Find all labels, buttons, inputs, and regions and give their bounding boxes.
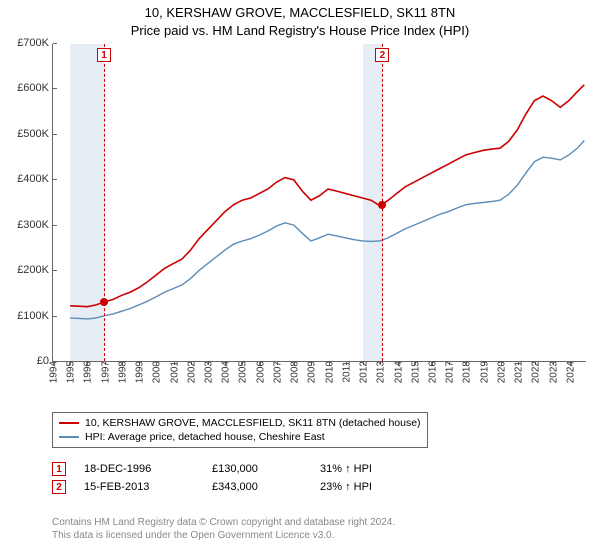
sales-row-price: £130,000 (212, 463, 302, 475)
sales-row-date: 15-FEB-2013 (84, 481, 194, 493)
legend-label: HPI: Average price, detached house, Ches… (85, 431, 325, 443)
sale-marker-line (104, 44, 105, 361)
sales-row-delta: 31% ↑ HPI (320, 463, 372, 475)
y-tick-label: £500K (17, 128, 53, 140)
chart-title: 10, KERSHAW GROVE, MACCLESFIELD, SK11 8T… (0, 0, 600, 39)
legend-swatch (59, 436, 79, 438)
x-tick-label: 2001 (167, 361, 180, 383)
x-tick-label: 2006 (253, 361, 266, 383)
y-tick-label: £400K (17, 173, 53, 185)
y-tick-label: £600K (17, 82, 53, 94)
x-tick-label: 2015 (408, 361, 421, 383)
x-tick-label: 2020 (494, 361, 507, 383)
y-tick-label: £100K (17, 310, 53, 322)
x-tick-label: 2010 (322, 361, 335, 383)
legend: 10, KERSHAW GROVE, MACCLESFIELD, SK11 8T… (52, 412, 428, 448)
sales-row-marker: 2 (52, 480, 66, 494)
x-tick-label: 2024 (563, 361, 576, 383)
legend-row: HPI: Average price, detached house, Ches… (59, 430, 421, 444)
legend-row: 10, KERSHAW GROVE, MACCLESFIELD, SK11 8T… (59, 416, 421, 430)
x-tick-label: 2000 (150, 361, 163, 383)
legend-label: 10, KERSHAW GROVE, MACCLESFIELD, SK11 8T… (85, 417, 421, 429)
attribution: Contains HM Land Registry data © Crown c… (52, 516, 395, 542)
plot-area: £0£100K£200K£300K£400K£500K£600K£700K199… (52, 44, 586, 362)
x-tick-label: 2004 (219, 361, 232, 383)
x-tick-label: 2022 (529, 361, 542, 383)
sales-row-date: 18-DEC-1996 (84, 463, 194, 475)
sales-row: 2 15-FEB-2013 £343,000 23% ↑ HPI (52, 478, 372, 496)
title-line-1: 10, KERSHAW GROVE, MACCLESFIELD, SK11 8T… (0, 4, 600, 22)
x-tick-label: 2005 (236, 361, 249, 383)
x-tick-label: 2018 (460, 361, 473, 383)
attribution-line-1: Contains HM Land Registry data © Crown c… (52, 516, 395, 529)
sale-point (100, 298, 108, 306)
x-tick-label: 2009 (305, 361, 318, 383)
x-tick-label: 1996 (81, 361, 94, 383)
x-tick-label: 1994 (47, 361, 60, 383)
y-tick-label: £200K (17, 264, 53, 276)
x-tick-label: 2012 (357, 361, 370, 383)
y-tick-label: £700K (17, 37, 53, 49)
series-hpi (70, 140, 584, 318)
x-tick-label: 1998 (115, 361, 128, 383)
x-tick-label: 2003 (202, 361, 215, 383)
x-tick-label: 2008 (288, 361, 301, 383)
attribution-line-2: This data is licensed under the Open Gov… (52, 529, 395, 542)
x-tick-label: 2007 (270, 361, 283, 383)
y-tick-label: £300K (17, 219, 53, 231)
sale-marker-box: 1 (97, 48, 111, 62)
x-tick-label: 2011 (339, 361, 352, 383)
sales-row: 1 18-DEC-1996 £130,000 31% ↑ HPI (52, 460, 372, 478)
sales-row-delta: 23% ↑ HPI (320, 481, 372, 493)
sales-row-price: £343,000 (212, 481, 302, 493)
chart-container: 10, KERSHAW GROVE, MACCLESFIELD, SK11 8T… (0, 0, 600, 560)
x-tick-label: 2023 (546, 361, 559, 383)
x-tick-label: 2002 (184, 361, 197, 383)
sale-marker-box: 2 (375, 48, 389, 62)
sales-row-marker: 1 (52, 462, 66, 476)
x-tick-label: 2019 (477, 361, 490, 383)
x-tick-label: 2016 (425, 361, 438, 383)
x-tick-label: 2013 (374, 361, 387, 383)
x-tick-label: 2017 (443, 361, 456, 383)
line-layer (53, 44, 586, 361)
legend-swatch (59, 422, 79, 424)
x-tick-label: 1995 (64, 361, 77, 383)
x-tick-label: 1997 (98, 361, 111, 383)
sale-point (378, 201, 386, 209)
sales-table: 1 18-DEC-1996 £130,000 31% ↑ HPI 2 15-FEB-201… (52, 460, 372, 496)
title-line-2: Price paid vs. HM Land Registry's House … (0, 22, 600, 40)
x-tick-label: 2021 (512, 361, 525, 383)
x-tick-label: 2014 (391, 361, 404, 383)
x-tick-label: 1999 (133, 361, 146, 383)
